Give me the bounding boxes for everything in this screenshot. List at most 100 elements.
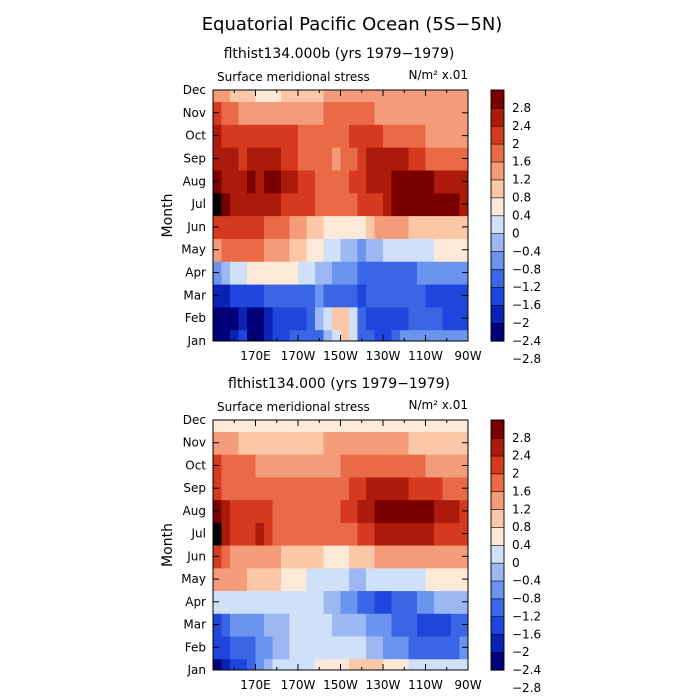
heatmap-cell [383,90,393,103]
heatmap-cell [391,613,401,637]
heatmap-cell [272,420,282,432]
heatmap-cell [255,306,265,331]
heatmap-cell [272,90,282,103]
colorbar-label: −2 [512,316,530,330]
heatmap-cell [451,420,461,432]
heatmap-cell [289,635,299,660]
heatmap-cell [264,613,274,637]
colorbar-label: −2.8 [512,681,541,695]
heatmap-cell [442,261,452,285]
heatmap-cell [349,147,359,171]
heatmap-cell [451,522,461,546]
colorbar-swatch [490,508,505,528]
heatmap-cell [264,283,274,308]
heatmap-cell [247,283,257,308]
heatmap-cell [247,306,257,331]
heatmap-cell [425,499,435,523]
heatmap-cell [451,215,461,239]
heatmap-cell [451,635,461,660]
heatmap-cell [264,420,274,432]
heatmap-cell [374,635,384,660]
heatmap-cell [221,635,231,660]
colorbar-swatch [490,304,505,324]
heatmap-cell [272,476,282,501]
heatmap-cell [332,522,342,546]
heatmap-cell [383,613,393,637]
heatmap-cell [357,658,367,670]
heatmap-cell [417,261,427,285]
x-tick-label: 110W [408,349,443,363]
heatmap-cell [425,522,435,546]
heatmap-cell [383,101,393,125]
heatmap-cell [221,590,231,614]
heatmap-cell [408,329,418,341]
heatmap-cell [323,658,333,670]
heatmap-cell [238,431,248,455]
heatmap-cell [425,169,435,194]
heatmap-cell [289,476,299,501]
heatmap-cell [332,420,342,432]
heatmap-cell [306,590,316,614]
heatmap-cell [306,567,316,592]
heatmap-cell [374,124,384,148]
heatmap-cells [213,90,477,341]
heatmap-cell [230,261,240,285]
heatmap-cell [459,658,468,670]
heatmap-cell [400,454,410,478]
heatmap-cell [374,545,384,569]
heatmap-cell [468,124,477,147]
heatmap-cell [298,124,308,148]
heatmap-cell [383,590,393,614]
heatmap-cell [255,420,265,432]
heatmap-cell [383,169,393,194]
heatmap-cell [255,522,265,546]
heatmap-cell [255,283,265,308]
heatmap-cell [400,431,410,455]
heatmap-cell [230,499,240,523]
heatmap-cell [289,590,299,614]
heatmap-cell [230,431,240,455]
heatmap-cell [391,124,401,148]
heatmap-cell [391,635,401,660]
y-tick-label: May [181,572,206,586]
figure-title: Equatorial Pacific Ocean (5S−5N) [202,14,503,35]
heatmap-cell [468,590,477,613]
heatmap-cell [272,147,282,171]
heatmap-cell [230,90,240,103]
heatmap-cell [255,613,265,637]
heatmap-cell [238,499,248,523]
heatmap-cell [434,101,444,125]
heatmap-cell [366,454,376,478]
heatmap-cell [298,545,308,569]
heatmap-cell [357,90,367,103]
heatmap-cell [315,522,325,546]
heatmap-cell [374,454,384,478]
heatmap-cell [332,215,342,239]
heatmap-cell [468,193,477,216]
heatmap-cell [349,261,359,285]
heatmap-cell [357,238,367,262]
heatmap-cell [230,658,240,670]
heatmap-cell [408,238,418,262]
heatmap-cell [374,238,384,262]
heatmap-cell [468,636,477,659]
heatmap-cell [374,590,384,614]
heatmap-cell [400,101,410,125]
heatmap-cell [391,90,401,103]
heatmap-cell [264,306,274,331]
heatmap-cell [272,238,282,262]
heatmap-cell [417,90,427,103]
heatmap-cell [417,283,427,308]
heatmap-cell [238,124,248,148]
heatmap-cell [434,522,444,546]
heatmap-cell [238,101,248,125]
heatmap-cell [238,192,248,217]
heatmap-cell [306,238,316,262]
heatmap-cell [408,215,418,239]
heatmap-cell [434,192,444,217]
heatmap-cell [298,192,308,217]
heatmap-cell [391,192,401,217]
heatmap-cell [289,261,299,285]
heatmap-cell [306,169,316,194]
heatmap-cell [400,635,410,660]
